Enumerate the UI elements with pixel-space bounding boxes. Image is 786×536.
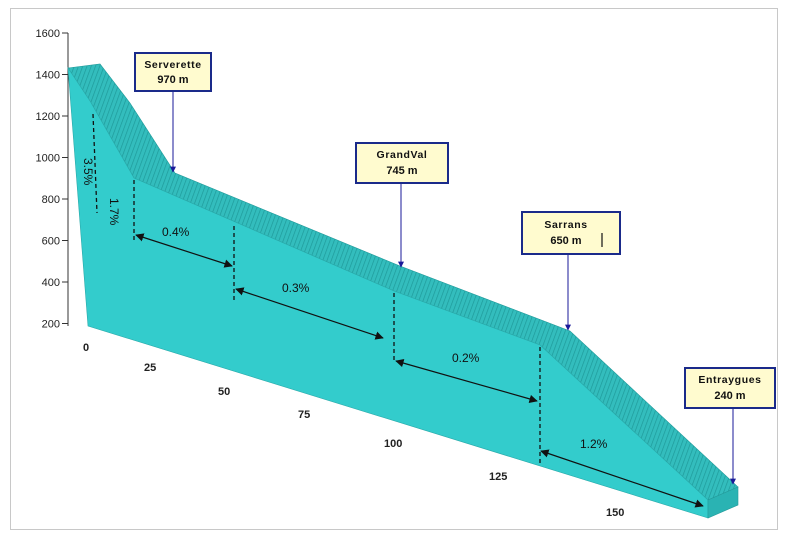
callout-grandval: GrandVal 745 m [355,142,449,184]
callout-grandval-name: GrandVal [377,149,428,161]
y-tick-400: 400 [42,277,60,289]
slope-label-2: 0.4% [162,225,190,239]
x-tick-75: 75 [298,409,310,421]
slope-arrows [135,233,704,508]
callout-grandval-value: 745 m [386,165,417,177]
slope-label-5: 1.2% [580,437,608,451]
callout-sarrans-value: 650 m [550,235,581,247]
section-lines [92,113,541,465]
slope-label-1: 1.7% [107,198,121,226]
callout-serverette-value: 970 m [157,74,188,86]
x-tick-125: 125 [489,471,507,483]
y-tick-200: 200 [42,319,60,331]
profile-front-face [67,66,709,519]
callout-serverette: Serverette 970 m [134,52,212,92]
x-tick-0: 0 [83,342,89,354]
y-tick-1400: 1400 [36,70,60,82]
y-tick-800: 800 [42,194,60,206]
callout-serverette-name: Serverette [144,59,201,71]
y-tick-1600: 1600 [36,28,60,40]
callout-entraygues-name: Entraygues [698,374,761,386]
x-tick-25: 25 [144,362,156,374]
y-axis: 1600 1400 1200 1000 800 600 400 200 [36,28,69,331]
x-axis: 0 25 50 75 100 125 150 [83,342,624,519]
callout-entraygues: Entraygues 240 m [684,367,776,409]
y-tick-600: 600 [42,236,60,248]
profile-end-face [707,486,739,519]
slope-label-3: 0.3% [282,281,310,295]
y-tick-1200: 1200 [36,111,60,123]
x-tick-150: 150 [606,507,624,519]
slope-label-0: 3.5% [81,158,95,186]
x-tick-50: 50 [218,386,230,398]
callout-sarrans-name: Sarrans [544,219,587,231]
slope-label-4: 0.2% [452,351,480,365]
callout-pointers [170,90,736,485]
callout-sarrans: Sarrans 650 m [521,211,621,255]
callout-entraygues-value: 240 m [714,390,745,402]
y-tick-1000: 1000 [36,153,60,165]
x-tick-100: 100 [384,438,402,450]
